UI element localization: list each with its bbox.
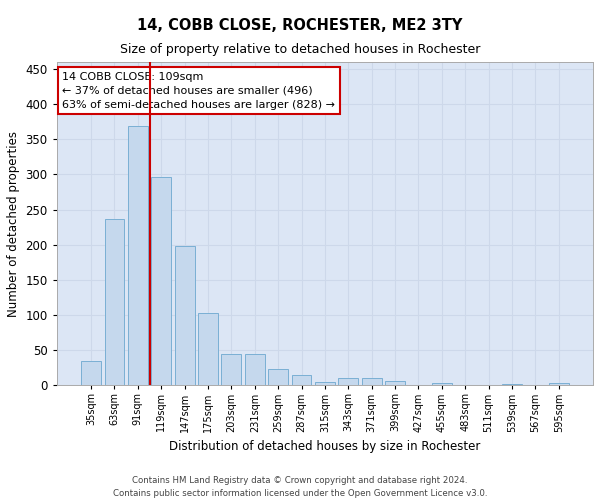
Text: 14 COBB CLOSE: 109sqm
← 37% of detached houses are smaller (496)
63% of semi-det: 14 COBB CLOSE: 109sqm ← 37% of detached … <box>62 72 335 110</box>
Bar <box>338 378 358 386</box>
Bar <box>502 384 522 386</box>
Text: Size of property relative to detached houses in Rochester: Size of property relative to detached ho… <box>120 42 480 56</box>
Bar <box>198 313 218 386</box>
Bar <box>245 354 265 386</box>
Bar <box>385 381 405 386</box>
X-axis label: Distribution of detached houses by size in Rochester: Distribution of detached houses by size … <box>169 440 481 453</box>
Bar <box>315 382 335 386</box>
Y-axis label: Number of detached properties: Number of detached properties <box>7 130 20 316</box>
Bar <box>268 369 288 386</box>
Bar <box>362 378 382 386</box>
Bar <box>104 220 124 386</box>
Bar <box>549 384 569 386</box>
Bar <box>432 382 452 386</box>
Text: 14, COBB CLOSE, ROCHESTER, ME2 3TY: 14, COBB CLOSE, ROCHESTER, ME2 3TY <box>137 18 463 32</box>
Bar <box>128 126 148 386</box>
Bar <box>175 246 194 386</box>
Bar <box>292 375 311 386</box>
Bar <box>151 176 171 386</box>
Text: Contains HM Land Registry data © Crown copyright and database right 2024.
Contai: Contains HM Land Registry data © Crown c… <box>113 476 487 498</box>
Bar <box>221 354 241 386</box>
Bar <box>81 361 101 386</box>
